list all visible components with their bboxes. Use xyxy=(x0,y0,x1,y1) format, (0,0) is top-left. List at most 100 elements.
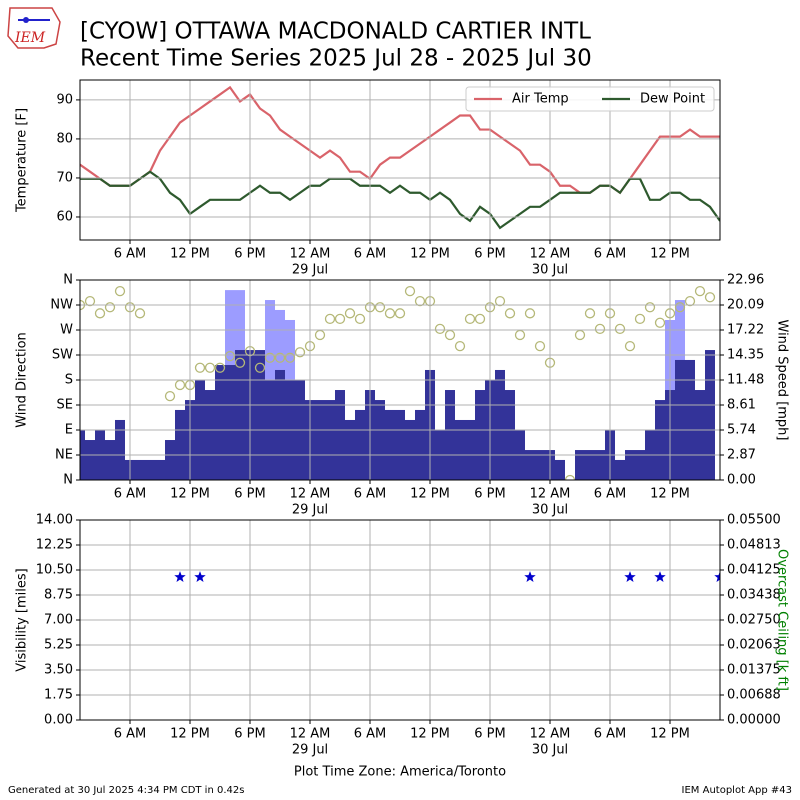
bar xyxy=(635,450,645,480)
point xyxy=(594,323,606,335)
plot-area xyxy=(80,85,720,230)
x-tick-label: 12 AM xyxy=(530,487,571,502)
logo-text: IEM xyxy=(14,30,46,46)
x-tick-label: 12 PM xyxy=(170,487,210,502)
bar xyxy=(385,409,395,480)
y-axis-label: Temperature [F] xyxy=(15,108,30,213)
bar xyxy=(625,450,635,480)
bar xyxy=(475,390,485,480)
bar xyxy=(135,459,145,480)
x-tick-label: 12 AM xyxy=(290,727,331,742)
point xyxy=(234,357,246,368)
point xyxy=(514,329,526,341)
point xyxy=(434,323,446,335)
point xyxy=(714,571,720,582)
y2-tick-label: 22.96 xyxy=(727,273,764,288)
y-tick-label: N xyxy=(63,273,73,288)
point xyxy=(164,390,176,402)
y2-tick-label: 0.00688 xyxy=(727,688,781,703)
y2-tick-label: 0.05500 xyxy=(727,513,781,528)
bar xyxy=(335,390,345,480)
x-tick-label: 12 PM xyxy=(170,247,210,262)
bar xyxy=(205,390,215,480)
bar xyxy=(255,350,265,480)
point xyxy=(254,362,266,373)
bar xyxy=(525,450,535,480)
x-tick-label: 6 AM xyxy=(114,727,147,742)
bar xyxy=(615,459,625,480)
legend-box xyxy=(465,86,715,112)
point xyxy=(384,308,396,319)
y2-tick-label: 0.03438 xyxy=(727,588,781,603)
logo-outline xyxy=(7,7,61,49)
point xyxy=(374,302,386,313)
x-tick-label: 12 AM xyxy=(290,247,331,262)
point xyxy=(264,352,276,363)
bar xyxy=(315,400,325,480)
y2-tick-label: 0.02750 xyxy=(727,613,781,628)
y2-axis-label: Wind Speed [mph] xyxy=(775,320,790,441)
legend-label: Dew Point xyxy=(640,92,705,107)
point xyxy=(344,308,356,319)
x-tick-label: 6 AM xyxy=(594,487,627,502)
x-tick-label: 6 AM xyxy=(354,487,387,502)
x-tick-label: 6 PM xyxy=(474,487,505,502)
y2-tick-label: 14.35 xyxy=(727,348,764,363)
point xyxy=(324,313,336,325)
point xyxy=(634,313,646,325)
y-tick-label: 12.25 xyxy=(36,538,73,553)
y2-tick-label: 11.48 xyxy=(727,373,764,388)
point xyxy=(314,329,326,341)
x-tick-label: 12 PM xyxy=(170,727,210,742)
y2-tick-label: 0.02063 xyxy=(727,638,781,653)
bar xyxy=(215,365,225,480)
point xyxy=(404,285,416,297)
bar xyxy=(655,400,665,480)
bar xyxy=(165,440,175,480)
x-tick-label: 6 PM xyxy=(474,727,505,742)
x-tick-label: 6 AM xyxy=(354,727,387,742)
point xyxy=(354,313,366,325)
bar xyxy=(535,450,545,480)
point xyxy=(84,295,96,307)
bar xyxy=(405,419,415,480)
point xyxy=(654,317,666,328)
point xyxy=(574,329,586,341)
bar xyxy=(155,459,165,480)
y-tick-label: SE xyxy=(57,398,73,413)
bar xyxy=(495,369,505,480)
bar xyxy=(105,440,115,480)
bar xyxy=(505,390,515,480)
point xyxy=(214,362,226,373)
point xyxy=(624,571,636,582)
bar xyxy=(555,459,565,480)
x-tick-label: 12 AM xyxy=(530,247,571,262)
bar xyxy=(225,365,235,480)
logo-dot xyxy=(23,17,29,23)
point xyxy=(104,302,116,313)
bar xyxy=(455,419,465,480)
point xyxy=(174,571,186,582)
point xyxy=(284,352,296,363)
y2-tick-label: 0.01375 xyxy=(727,663,781,678)
point xyxy=(534,340,546,352)
point xyxy=(94,308,106,319)
point xyxy=(334,313,346,325)
x-tick-label: 12 AM xyxy=(530,727,571,742)
plot-frame xyxy=(79,79,721,241)
y2-tick-label: 0.04125 xyxy=(727,563,781,578)
x-axis-label: Plot Time Zone: America/Toronto xyxy=(294,765,506,780)
point xyxy=(504,308,516,319)
bar xyxy=(395,409,405,480)
point xyxy=(194,571,206,582)
point xyxy=(694,285,706,297)
y2-tick-label: 20.09 xyxy=(727,298,764,313)
y2-tick-label: 17.22 xyxy=(727,323,764,338)
point xyxy=(194,362,206,373)
point xyxy=(614,323,626,335)
plot-area xyxy=(174,571,720,582)
point xyxy=(674,302,686,313)
bar xyxy=(235,350,245,480)
bar xyxy=(355,409,365,480)
point xyxy=(114,285,126,297)
